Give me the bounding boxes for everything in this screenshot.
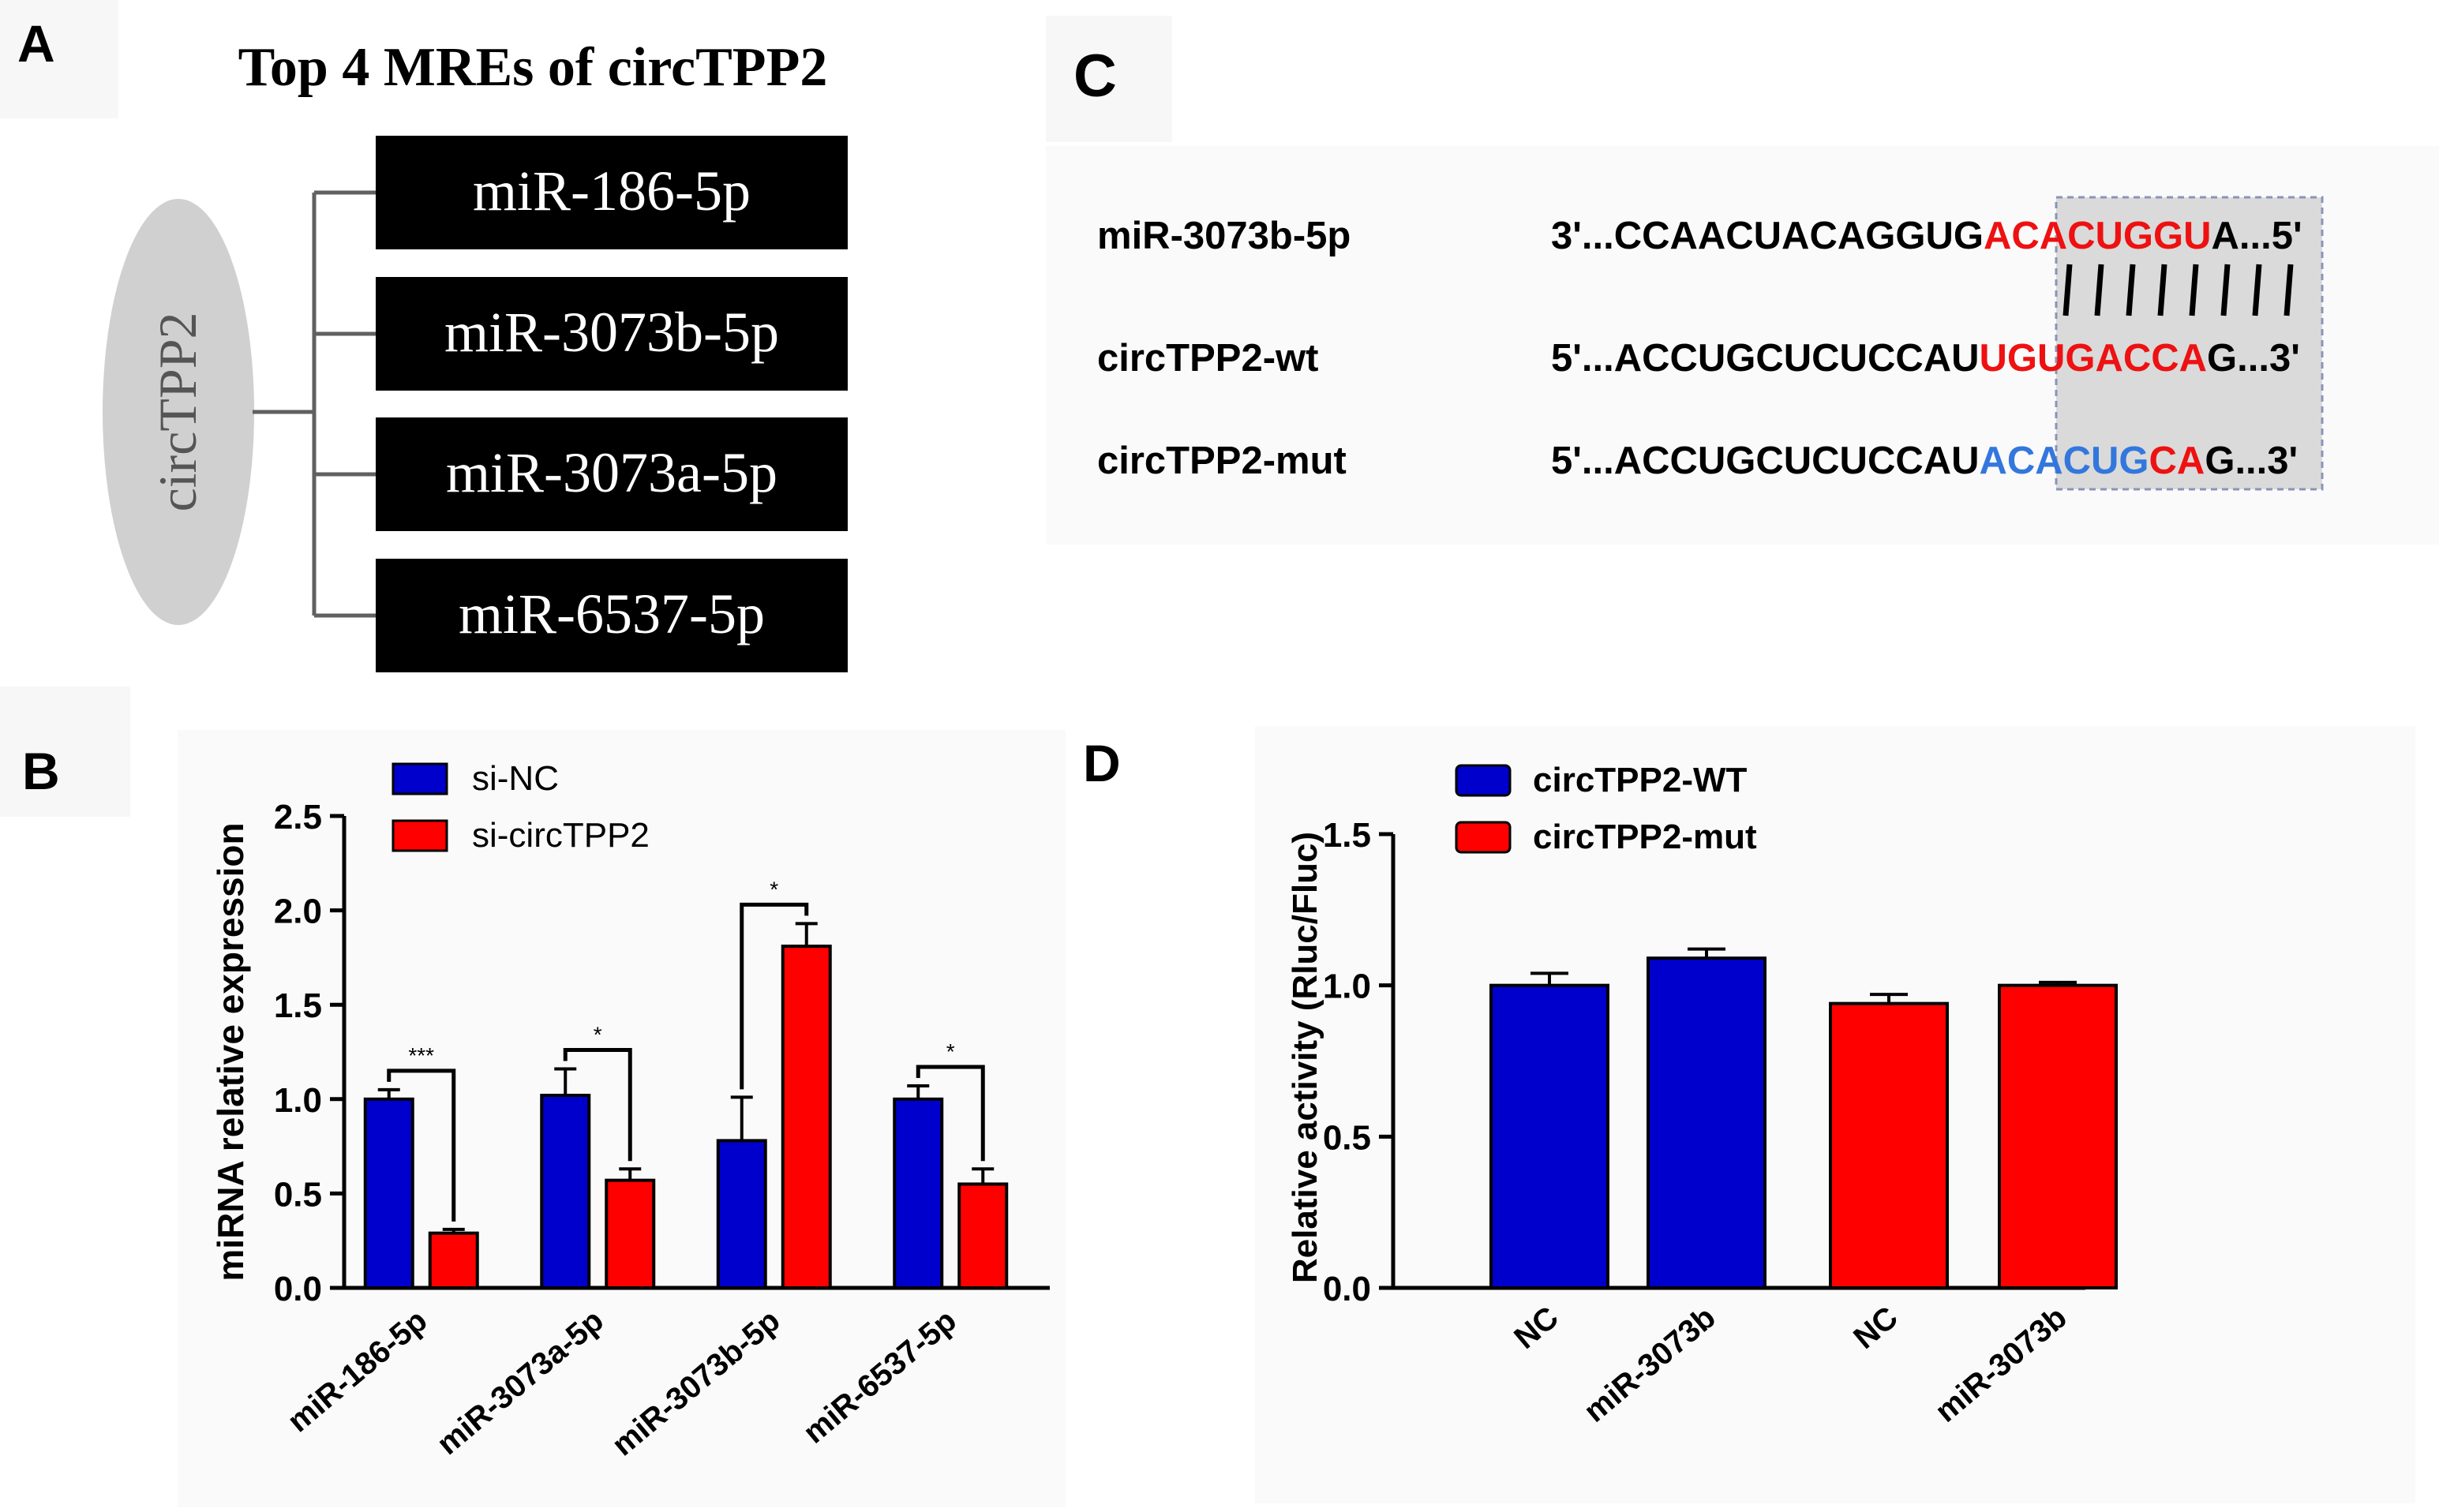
panel-a: A Top 4 MREs of circTPP2 circTPP2 miR-18… (17, 14, 848, 672)
mre-box (376, 417, 848, 531)
panel-c-letter-bg (1046, 16, 1172, 142)
sequence-mirna: 3'...CCAACUACAGGUGACACUGGUA...5' (1551, 215, 2302, 257)
y-tick-label: 1.5 (1323, 816, 1371, 855)
seq-prefix: 3'...CCAACUACAGGUG (1551, 215, 1984, 257)
panel-a-letter: A (17, 14, 55, 73)
seq-kept: CA (2149, 440, 2205, 482)
y-tick-label: 1.0 (1323, 967, 1371, 1006)
sequence-wt: 5'...ACCUGCUCUCCAUUGUGACCAG...3' (1551, 337, 2300, 380)
y-tick-label: 0.5 (274, 1175, 322, 1214)
seq-prefix: 5'...ACCUGCUCUCCAU (1551, 337, 1980, 380)
circtpp2-label: circTPP2 (148, 312, 208, 511)
y-tick-label: 0.5 (1323, 1118, 1371, 1157)
y-axis-label: miRNA relative expression (210, 822, 251, 1281)
seq-mutated: ACACUG (1980, 440, 2149, 482)
circtpp2-ellipse (103, 199, 254, 625)
seq-name-wt: circTPP2-wt (1097, 337, 1318, 380)
base-pairing-bars (2062, 264, 2294, 316)
significance-bracket (916, 1065, 985, 1162)
seq-prefix: 5'...ACCUGCUCUCCAU (1551, 440, 1980, 482)
mre-box (376, 559, 848, 672)
legend-label: si-circTPP2 (472, 816, 650, 855)
bar (1829, 1001, 1949, 1289)
mre-label: miR-6537-5p (459, 582, 765, 646)
panel-a-letter-bg (0, 0, 118, 118)
bar (1998, 983, 2118, 1289)
binding-site-highlight (2055, 196, 2324, 491)
y-tick-label: 2.0 (274, 893, 322, 931)
significance-label: * (946, 1039, 955, 1064)
bar (957, 1182, 1009, 1289)
mre-label: miR-3073a-5p (446, 441, 777, 504)
panel-d-letter: D (1083, 734, 1121, 792)
y-tick-label: 1.0 (274, 1081, 322, 1120)
seq-suffix: G...3' (2207, 337, 2300, 380)
legend-swatch (1455, 821, 1512, 854)
legend-swatch (392, 819, 448, 852)
bar (781, 945, 832, 1289)
legend-label: si-NC (472, 759, 559, 798)
panel-c: C miR-3073b-5p circTPP2-wt circTPP2-mut … (1073, 43, 2324, 491)
legend-swatch (392, 762, 448, 795)
mre-label: miR-186-5p (473, 159, 751, 223)
bar (893, 1097, 944, 1290)
bar (605, 1178, 656, 1289)
legend-label: circTPP2-mut (1533, 818, 1757, 856)
seq-name-mut: circTPP2-mut (1097, 440, 1347, 482)
significance-label: * (594, 1023, 602, 1047)
sequence-mut: 5'...ACCUGCUCUCCAUACACUGCAG...3' (1551, 440, 2298, 482)
mre-label: miR-3073b-5p (444, 301, 779, 364)
y-tick-label: 1.5 (274, 986, 322, 1025)
seq-seed: UGUGACCA (1980, 337, 2208, 380)
panel-c-letter: C (1073, 43, 1117, 110)
panel-b-letter-bg (0, 687, 130, 817)
seq-name-mirna: miR-3073b-5p (1097, 215, 1351, 257)
significance-bracket (563, 1048, 632, 1162)
seq-seed: ACACUGGU (1984, 215, 2212, 257)
seq-suffix: G...3' (2205, 440, 2298, 482)
y-tick-label: 2.5 (274, 798, 322, 836)
legend-label: circTPP2-WT (1533, 761, 1748, 799)
significance-label: *** (408, 1043, 434, 1068)
panel-b-letter: B (22, 742, 60, 800)
y-tick-label: 0.0 (274, 1270, 322, 1308)
y-tick-label: 0.0 (1323, 1270, 1371, 1308)
y-axis-label: Relative activity (Rluc/Fluc) (1286, 832, 1324, 1283)
mre-box (376, 277, 848, 391)
significance-bracket (740, 902, 809, 1090)
significance-bracket (387, 1069, 456, 1222)
panel-a-title: Top 4 MREs of circTPP2 (238, 37, 828, 98)
bar (716, 1139, 767, 1289)
bar (363, 1097, 414, 1290)
bar (540, 1094, 591, 1289)
legend-swatch (1455, 764, 1512, 797)
bar (1489, 983, 1609, 1289)
significance-label: * (770, 877, 778, 901)
seq-suffix: A...5' (2212, 215, 2302, 257)
bar (1647, 956, 1766, 1289)
bar (428, 1231, 479, 1289)
mre-box (376, 136, 848, 249)
